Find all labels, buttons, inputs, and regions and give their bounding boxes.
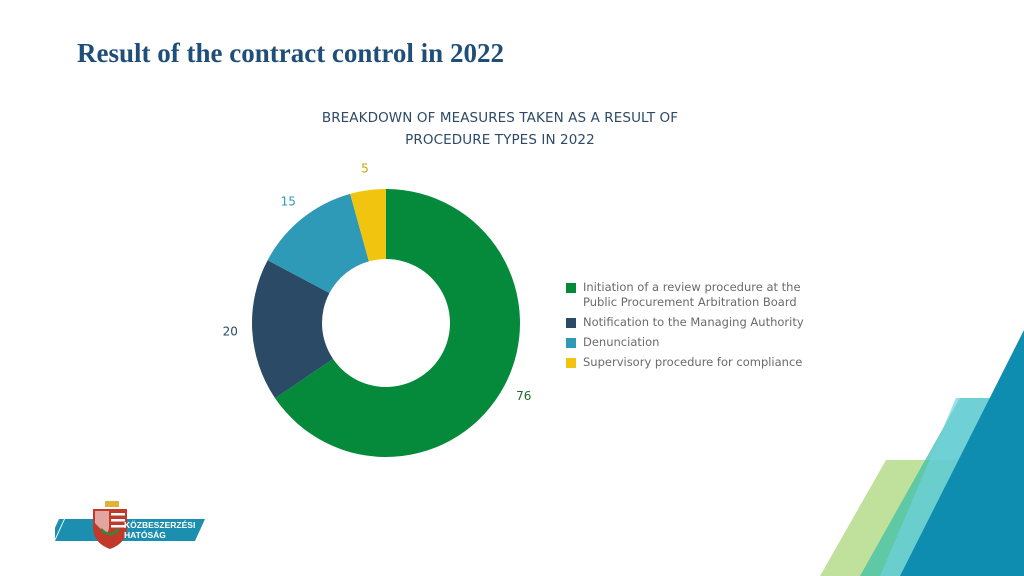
- legend-label-supervisory: Supervisory procedure for compliance: [583, 355, 803, 369]
- donut-slice-denunciation: [267, 193, 369, 294]
- legend-item-denunciation: Denunciation: [566, 335, 813, 350]
- legend-item-managing-authority: Notification to the Managing Authority: [566, 315, 813, 330]
- legend-swatch-denunciation: [566, 338, 576, 348]
- data-label-denunciation: 15: [281, 194, 296, 208]
- logo-banner: [55, 519, 205, 541]
- data-label-managing-authority: 20: [223, 324, 238, 338]
- legend-label-line: Initiation of a review procedure at the: [583, 280, 801, 294]
- chart-legend: Initiation of a review procedure at the …: [566, 280, 813, 375]
- legend-label-denunciation: Denunciation: [583, 335, 660, 349]
- donut-slice-review-procedure: [275, 189, 521, 457]
- legend-swatch-managing-authority: [566, 318, 576, 328]
- coat-of-arms-icon: [93, 501, 127, 549]
- chart-title-line-1: BREAKDOWN OF MEASURES TAKEN AS A RESULT …: [321, 110, 679, 126]
- data-label-review-procedure: 76: [516, 389, 531, 403]
- legend-item-supervisory: Supervisory procedure for compliance: [566, 355, 813, 370]
- logo-text-line-2: HATÓSÁG: [124, 529, 166, 540]
- legend-label-review-procedure: Initiation of a review procedure at the …: [583, 280, 813, 310]
- deco-blue-shape: [900, 330, 1024, 576]
- chart-title-line-2: PROCEDURE TYPES IN 2022: [405, 132, 595, 148]
- chart-title: BREAKDOWN OF MEASURES TAKEN AS A RESULT …: [280, 107, 720, 151]
- donut-slice-managing-authority: [251, 260, 334, 399]
- legend-label-line: Public Procurement Arbitration Board: [583, 295, 797, 309]
- legend-swatch-review-procedure: [566, 283, 576, 293]
- data-label-supervisory: 5: [361, 161, 369, 175]
- legend-swatch-supervisory: [566, 358, 576, 368]
- logo-text-line-1: KÖZBESZERZÉSI: [124, 520, 195, 530]
- page-title: Result of the contract control in 2022: [77, 38, 504, 68]
- kozbeszerzesi-hatosag-logo: KÖZBESZERZÉSI HATÓSÁG: [55, 501, 205, 549]
- legend-label-managing-authority: Notification to the Managing Authority: [583, 315, 804, 329]
- donut-slice-supervisory: [350, 189, 386, 262]
- legend-item-review-procedure: Initiation of a review procedure at the …: [566, 280, 813, 310]
